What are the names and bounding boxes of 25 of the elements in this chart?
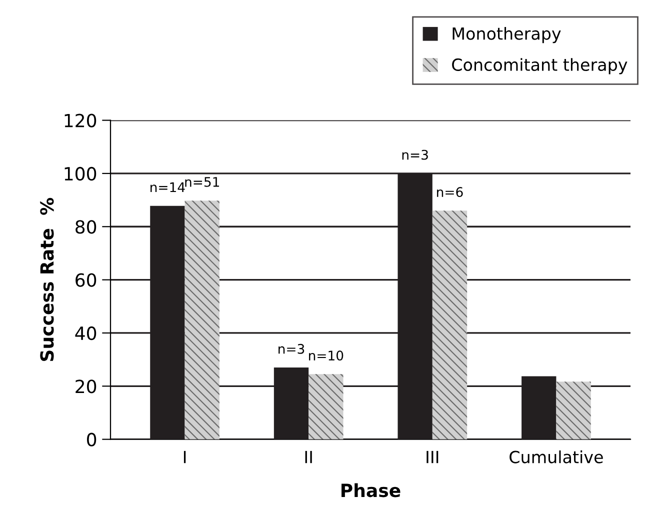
x-tick-label: Cumulative xyxy=(510,450,603,464)
annotation: n=6 xyxy=(437,187,463,198)
y-tick-label: 100 xyxy=(64,166,96,181)
bar xyxy=(556,382,591,440)
y-tick-label: 80 xyxy=(76,220,96,234)
x-tick-label: III xyxy=(426,450,438,464)
bar xyxy=(308,374,344,440)
annotation: n=3 xyxy=(278,344,304,354)
x-tick-label: I xyxy=(184,450,186,464)
y-tick-label: 120 xyxy=(64,114,96,128)
y-tick-label: 20 xyxy=(76,380,96,394)
y-axis-title: Success Rate % xyxy=(40,198,54,361)
x-tick-label: II xyxy=(305,450,312,464)
x-axis-title: Phase xyxy=(342,483,400,498)
y-tick-label: 40 xyxy=(75,326,96,340)
y-tick-label: 0 xyxy=(87,432,96,446)
annotation: n=3 xyxy=(402,150,428,160)
annotation: n=51 xyxy=(185,177,220,187)
annotation: n=14 xyxy=(150,182,185,192)
legend-label: Concomitant therapy xyxy=(452,58,628,74)
bar xyxy=(184,200,220,440)
bar xyxy=(432,210,468,440)
legend-label: Monotherapy xyxy=(452,26,561,44)
y-tick-label: 60 xyxy=(76,273,96,287)
annotation: n=10 xyxy=(309,350,344,361)
